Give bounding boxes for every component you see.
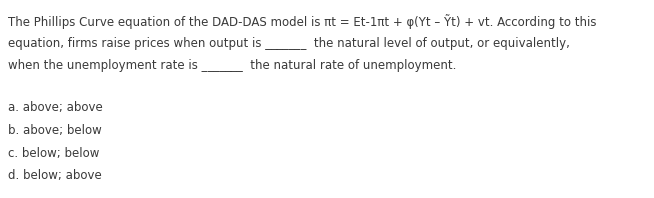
- Text: equation, firms raise prices when output is _______  the natural level of output: equation, firms raise prices when output…: [8, 37, 570, 50]
- Text: The Phillips Curve equation of the DAD-DAS model is πt = Et-1πt + φ(Yt – Ỹt) + v: The Phillips Curve equation of the DAD-D…: [8, 14, 596, 29]
- Text: when the unemployment rate is _______  the natural rate of unemployment.: when the unemployment rate is _______ th…: [8, 59, 456, 72]
- Text: b. above; below: b. above; below: [8, 124, 101, 137]
- Text: a. above; above: a. above; above: [8, 101, 103, 114]
- Text: d. below; above: d. below; above: [8, 169, 101, 182]
- Text: c. below; below: c. below; below: [8, 147, 99, 160]
